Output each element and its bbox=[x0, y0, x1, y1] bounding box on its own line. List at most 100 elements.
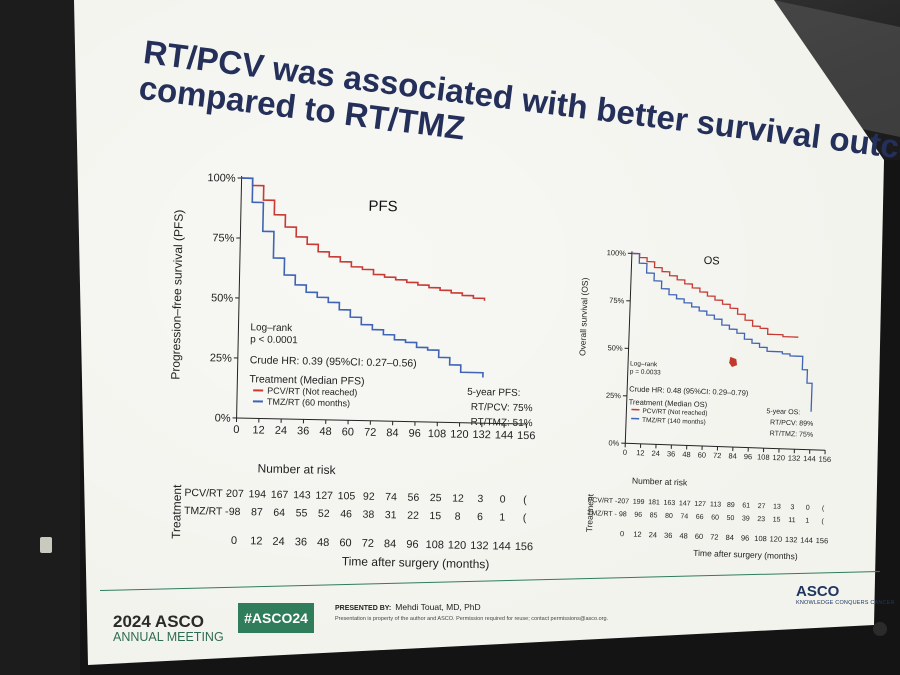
os-x-tick-label: 60 bbox=[698, 450, 707, 459]
os-risk-value: 89 bbox=[727, 502, 735, 509]
pfs-x-tick-label: 72 bbox=[364, 427, 376, 439]
os-risk-value: 181 bbox=[648, 499, 660, 506]
pfs-kaplan-meier-chart: PFS Progression–free survival (PFS) Log–… bbox=[168, 172, 536, 571]
pfs-x-tick-label: 36 bbox=[297, 425, 309, 437]
pfs-x-tick-label: 156 bbox=[517, 430, 536, 442]
pfs-y-tick-label: 75% bbox=[212, 232, 234, 244]
pfs-risk-value: 12 bbox=[452, 493, 464, 505]
pfs-risk-value: 31 bbox=[385, 509, 397, 521]
os-risk-value: 80 bbox=[665, 513, 673, 520]
os-risk-value: 1 bbox=[805, 518, 809, 525]
pfs-risk-value: 87 bbox=[251, 506, 263, 518]
os-legend-pcv: PCV/RT (Not reached) bbox=[642, 408, 707, 417]
presented-by: PRESENTED BY: Mehdi Touat, MD, PhD bbox=[335, 602, 481, 612]
pfs-risk-value: 1 bbox=[499, 512, 505, 524]
os-x-tick-label: 108 bbox=[757, 452, 770, 461]
pfs-curve-tmz bbox=[241, 177, 484, 378]
pfs-5yr-pcv: RT/PCV: 75% bbox=[471, 402, 533, 414]
pfs-risk-value: 167 bbox=[271, 489, 289, 501]
pfs-risk-value: 92 bbox=[363, 491, 375, 503]
pfs-risk-value: 15 bbox=[429, 510, 441, 522]
os-5yr-tmz: RT/TMZ: 75% bbox=[770, 430, 814, 439]
pfs-risk-value: 55 bbox=[296, 507, 308, 519]
pfs-x-tick-label: 120 bbox=[450, 428, 469, 440]
pfs-x-axis-label: Time after surgery (months) bbox=[342, 554, 490, 571]
pfs-risk-value: 64 bbox=[273, 507, 285, 519]
os-curve-pcv bbox=[631, 252, 799, 338]
os-x-tick-label: 96 bbox=[744, 452, 753, 461]
pfs-curve-pcv bbox=[241, 177, 486, 301]
os-risk-side-label: Treatment bbox=[584, 493, 595, 532]
wall-switch-plate bbox=[40, 537, 52, 553]
os-risk-value: 13 bbox=[773, 504, 781, 511]
pfs-risk-title: Number at risk bbox=[257, 461, 336, 477]
laser-pointer-dot bbox=[729, 356, 738, 367]
pfs-risk-x-tick-label: 12 bbox=[250, 535, 262, 547]
pfs-risk-x-tick-label: 132 bbox=[470, 540, 489, 552]
os-risk-row-label: PCV/RT - bbox=[587, 497, 618, 505]
pfs-x-axis bbox=[236, 417, 527, 425]
os-risk-value: 61 bbox=[742, 502, 750, 509]
os-risk-x-tick-label: 48 bbox=[679, 531, 688, 540]
pfs-legend-tmz: TMZ/RT (60 months) bbox=[267, 397, 350, 409]
pfs-risk-x-tick-label: 156 bbox=[515, 541, 534, 553]
pfs-y-axis-label: Progression–free survival (PFS) bbox=[168, 210, 186, 380]
os-x-tick-label: 132 bbox=[788, 453, 801, 462]
pfs-y-tick-label: 0% bbox=[215, 412, 231, 424]
os-risk-value: 85 bbox=[650, 512, 658, 519]
pfs-x-tick-label: 132 bbox=[472, 429, 491, 441]
os-x-axis bbox=[625, 442, 826, 451]
os-x-tick-label: 12 bbox=[636, 448, 645, 457]
meeting-name: ANNUAL MEETING bbox=[113, 630, 224, 644]
os-curve-tmz bbox=[631, 252, 813, 412]
os-risk-x-tick-label: 96 bbox=[741, 533, 750, 542]
pfs-x-tick-label: 60 bbox=[342, 426, 354, 438]
os-x-axis-label: Time after surgery (months) bbox=[693, 548, 798, 562]
os-x-tick-label: 72 bbox=[713, 451, 722, 460]
pfs-chart-title: PFS bbox=[368, 198, 398, 216]
os-risk-value: 60 bbox=[711, 514, 719, 521]
os-risk-value: 23 bbox=[757, 516, 765, 523]
pfs-pvalue: p < 0.0001 bbox=[250, 334, 298, 346]
os-treatment-header: Treatment (Median OS) bbox=[629, 397, 708, 409]
os-risk-value: 15 bbox=[773, 516, 781, 523]
os-risk-value: 27 bbox=[758, 503, 766, 510]
os-risk-value: ( bbox=[821, 518, 824, 525]
pfs-risk-x-tick-label: 108 bbox=[425, 539, 444, 551]
os-y-axis-label: Overall survival (OS) bbox=[577, 277, 590, 356]
os-risk-value: ( bbox=[822, 505, 825, 512]
os-risk-value: 96 bbox=[634, 512, 642, 519]
pfs-risk-x-tick-label: 0 bbox=[231, 535, 237, 547]
pfs-risk-value: 56 bbox=[407, 492, 419, 504]
room-wall bbox=[0, 0, 80, 675]
pfs-x-tick-label: 144 bbox=[495, 429, 514, 441]
copyright-disclaimer: Presentation is property of the author a… bbox=[335, 616, 609, 622]
os-risk-x-tick-label: 132 bbox=[785, 535, 798, 544]
pfs-risk-x-tick-label: 96 bbox=[406, 539, 418, 551]
os-risk-x-tick-label: 24 bbox=[649, 530, 658, 539]
pfs-x-tick-label: 24 bbox=[275, 425, 287, 437]
os-x-tick-label: 48 bbox=[682, 450, 691, 459]
os-risk-x-tick-label: 84 bbox=[725, 533, 734, 542]
pfs-risk-value: 8 bbox=[455, 511, 461, 523]
os-risk-title: Number at risk bbox=[632, 476, 688, 488]
os-legend-tmz: TMZ/RT (140 months) bbox=[642, 417, 706, 426]
pfs-risk-value: ( bbox=[523, 512, 527, 524]
os-x-tick-label: 36 bbox=[667, 449, 676, 458]
os-x-tick-label: 84 bbox=[728, 451, 737, 460]
os-risk-value: 98 bbox=[619, 511, 627, 518]
pfs-risk-value: 194 bbox=[248, 488, 266, 500]
os-risk-value: 207 bbox=[617, 498, 629, 505]
pfs-risk-side-label: Treatment bbox=[169, 484, 184, 539]
os-x-tick-label: 144 bbox=[803, 454, 816, 463]
pfs-risk-value: 46 bbox=[340, 508, 352, 520]
asco-tagline: KNOWLEDGE CONQUERS CANCER bbox=[796, 600, 895, 606]
pfs-risk-value: 207 bbox=[226, 488, 244, 500]
presentation-slide bbox=[74, 0, 884, 665]
os-risk-value: 74 bbox=[680, 513, 688, 520]
pfs-x-tick-label: 0 bbox=[233, 424, 239, 436]
os-risk-x-tick-label: 120 bbox=[769, 534, 782, 543]
os-risk-x-tick-label: 156 bbox=[816, 536, 829, 545]
os-x-tick-label: 120 bbox=[772, 453, 785, 462]
os-risk-value: 66 bbox=[696, 514, 704, 521]
